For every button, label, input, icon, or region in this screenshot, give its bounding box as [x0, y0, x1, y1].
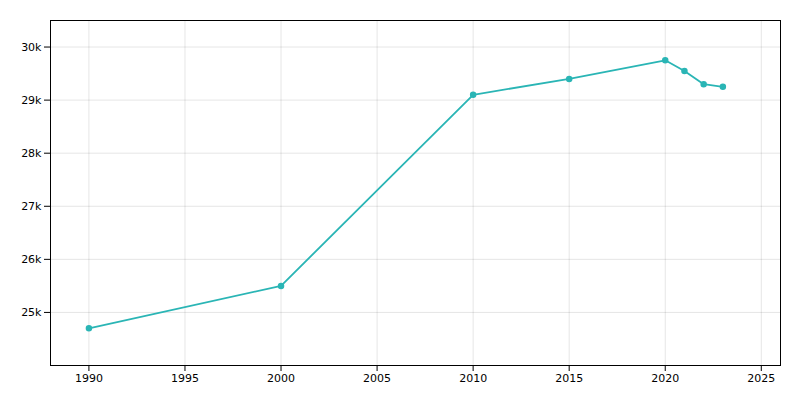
svg-text:29k: 29k: [21, 94, 42, 107]
svg-text:2005: 2005: [363, 372, 391, 385]
svg-text:26k: 26k: [21, 253, 42, 266]
svg-text:25k: 25k: [21, 306, 42, 319]
svg-text:30k: 30k: [21, 41, 42, 54]
svg-text:2015: 2015: [555, 372, 583, 385]
svg-text:28k: 28k: [21, 147, 42, 160]
svg-text:1990: 1990: [75, 372, 103, 385]
svg-text:2020: 2020: [651, 372, 679, 385]
svg-text:2010: 2010: [459, 372, 487, 385]
svg-text:2000: 2000: [267, 372, 295, 385]
svg-text:27k: 27k: [21, 200, 42, 213]
svg-text:2025: 2025: [747, 372, 775, 385]
svg-text:1995: 1995: [171, 372, 199, 385]
